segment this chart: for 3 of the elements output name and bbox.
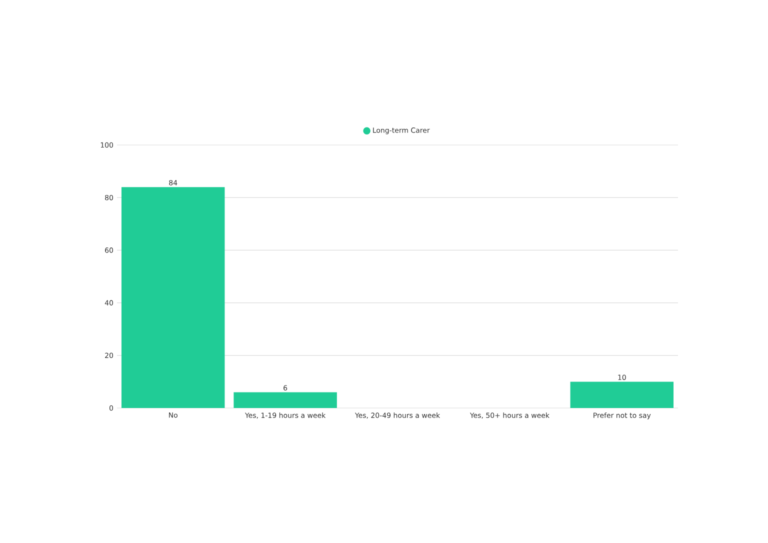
bar <box>570 382 674 408</box>
bar <box>121 187 225 408</box>
bar <box>234 392 337 408</box>
